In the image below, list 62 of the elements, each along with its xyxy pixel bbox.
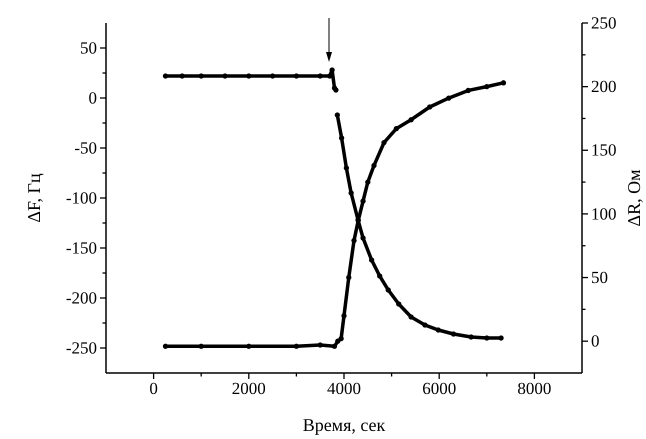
point (318, 73, 323, 79)
y2-tick-label: 250 (591, 13, 616, 32)
y2-tick-label: 150 (591, 140, 616, 160)
point (450, 331, 456, 337)
point (246, 73, 252, 79)
point (360, 235, 366, 241)
y2-tick-label: 0 (591, 332, 600, 351)
point (408, 117, 414, 122)
point (422, 322, 428, 328)
point (338, 336, 344, 342)
point (436, 327, 441, 333)
x-tick-label: 4000 (327, 379, 361, 398)
y-tick-label: 0 (88, 88, 97, 108)
point (484, 84, 490, 90)
point (198, 73, 204, 79)
point (408, 314, 414, 320)
y-tick-label: -250 (66, 338, 97, 358)
point (394, 126, 400, 132)
point (198, 344, 204, 349)
point (318, 342, 323, 348)
y-axis-title: ΔF, Гц (24, 173, 44, 223)
x-tick-label: 2000 (232, 379, 266, 398)
y2-tick-label: 100 (591, 204, 616, 224)
point (365, 179, 370, 185)
y2-tick-label: 200 (591, 77, 616, 96)
y-tick-label: 50 (80, 38, 97, 58)
point (334, 112, 340, 118)
point (381, 140, 387, 146)
point (466, 88, 471, 94)
point (332, 344, 338, 349)
point (180, 73, 185, 79)
point (427, 104, 432, 110)
point (484, 335, 490, 341)
point (162, 73, 168, 79)
point (446, 95, 452, 101)
point (396, 301, 402, 307)
y2-tick-label: 50 (591, 268, 608, 287)
point (371, 162, 377, 168)
y2-axis-title: ΔR, Ом (624, 170, 644, 226)
y-tick-label: -200 (66, 288, 97, 308)
point (377, 273, 382, 279)
point (386, 287, 391, 293)
y-tick-label: -50 (74, 138, 97, 158)
y-tick-label: -150 (66, 238, 97, 258)
point (222, 73, 228, 79)
x-axis-title: Время, сек (302, 415, 386, 435)
point (246, 344, 252, 349)
point (338, 135, 344, 141)
y-tick-label: -100 (66, 188, 97, 208)
point (468, 334, 474, 340)
point (500, 80, 506, 86)
point (341, 313, 347, 318)
point (368, 257, 374, 263)
x-tick-label: 8000 (517, 379, 552, 398)
point (360, 198, 366, 204)
point (348, 190, 354, 196)
x-tick-label: 0 (149, 379, 158, 398)
point (346, 274, 352, 280)
point (344, 165, 350, 171)
x-tick-label: 6000 (422, 379, 456, 398)
point (351, 238, 357, 244)
point (335, 338, 340, 344)
